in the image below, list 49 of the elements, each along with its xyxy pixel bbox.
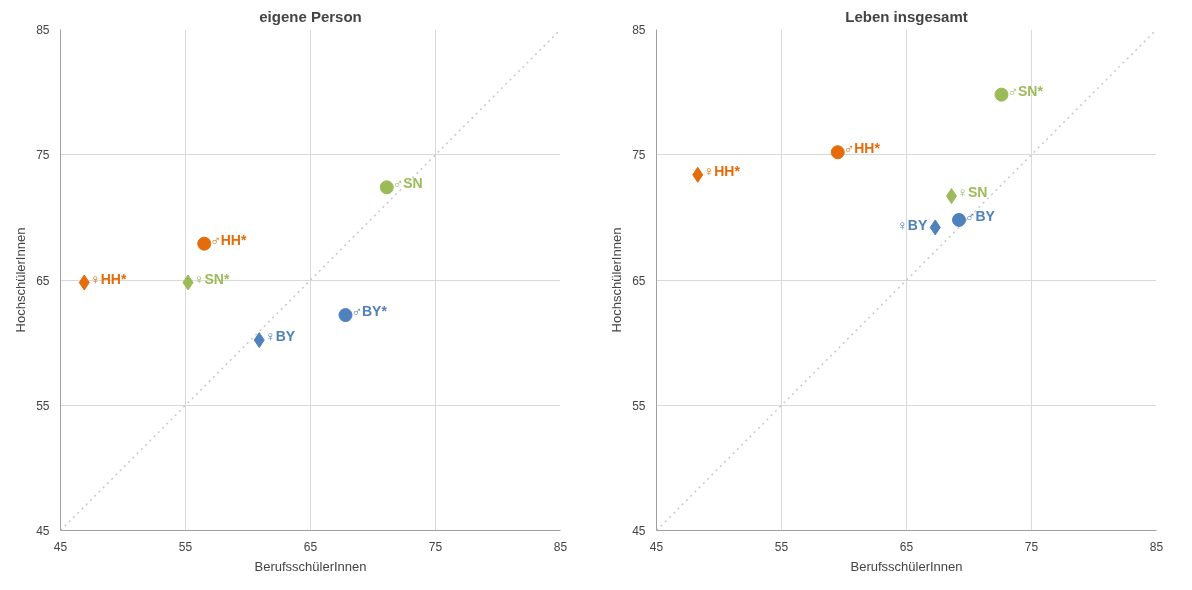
x-tick-label: 75 bbox=[1024, 539, 1039, 554]
y-tick-label: 45 bbox=[632, 524, 646, 538]
y-tick-label: 85 bbox=[36, 23, 50, 37]
series-label: ♀BY bbox=[897, 217, 928, 234]
series-label: ♂SN bbox=[392, 175, 423, 192]
chart-title: eigene Person bbox=[259, 7, 362, 25]
x-tick-label: 85 bbox=[1149, 539, 1164, 554]
point bbox=[253, 332, 265, 349]
x-tick-label: 75 bbox=[428, 539, 443, 554]
point bbox=[379, 180, 394, 195]
series-label: ♂HH* bbox=[843, 140, 881, 157]
series-label: ♂BY bbox=[965, 207, 996, 224]
point bbox=[692, 166, 704, 183]
series-label: ♀SN bbox=[957, 184, 988, 201]
x-tick-label: 45 bbox=[53, 539, 68, 554]
series-label: ♀SN* bbox=[194, 270, 230, 287]
point bbox=[197, 236, 212, 251]
x-tick-label: 45 bbox=[649, 539, 664, 554]
y-tick-label: 65 bbox=[36, 273, 50, 288]
series-label: ♂HH* bbox=[210, 231, 247, 248]
series-label: ♀HH* bbox=[703, 162, 741, 179]
y-tick-label: 55 bbox=[632, 398, 646, 413]
point bbox=[182, 274, 194, 291]
series-label: ♂BY* bbox=[351, 303, 388, 320]
point bbox=[78, 274, 90, 291]
point bbox=[830, 145, 845, 160]
y-tick-label: 85 bbox=[632, 23, 646, 37]
y-tick-label: 55 bbox=[36, 398, 50, 413]
point bbox=[952, 212, 966, 227]
point bbox=[338, 308, 353, 323]
x-axis-title: BerufsschülerInnen bbox=[254, 558, 367, 574]
y-tick-label: 75 bbox=[36, 148, 50, 163]
y-axis-title: HochschülerInnen bbox=[13, 227, 29, 333]
x-tick-label: 65 bbox=[899, 539, 914, 554]
point bbox=[929, 219, 941, 236]
series-label: ♀BY bbox=[265, 328, 296, 345]
chart-title: Leben insgesamt bbox=[845, 7, 968, 25]
x-tick-label: 55 bbox=[178, 539, 193, 554]
x-tick-label: 65 bbox=[303, 539, 318, 554]
series-label: ♂SN* bbox=[1007, 82, 1044, 99]
y-axis-title: HochschülerInnen bbox=[609, 227, 625, 333]
y-tick-label: 45 bbox=[36, 524, 50, 538]
series-label: ♀HH* bbox=[90, 270, 127, 287]
y-tick-label: 75 bbox=[632, 148, 646, 163]
x-tick-label: 55 bbox=[774, 539, 789, 554]
x-tick-label: 85 bbox=[553, 539, 568, 554]
point bbox=[994, 87, 1009, 102]
x-axis-title: BerufsschülerInnen bbox=[850, 558, 963, 574]
y-tick-label: 65 bbox=[632, 273, 646, 288]
